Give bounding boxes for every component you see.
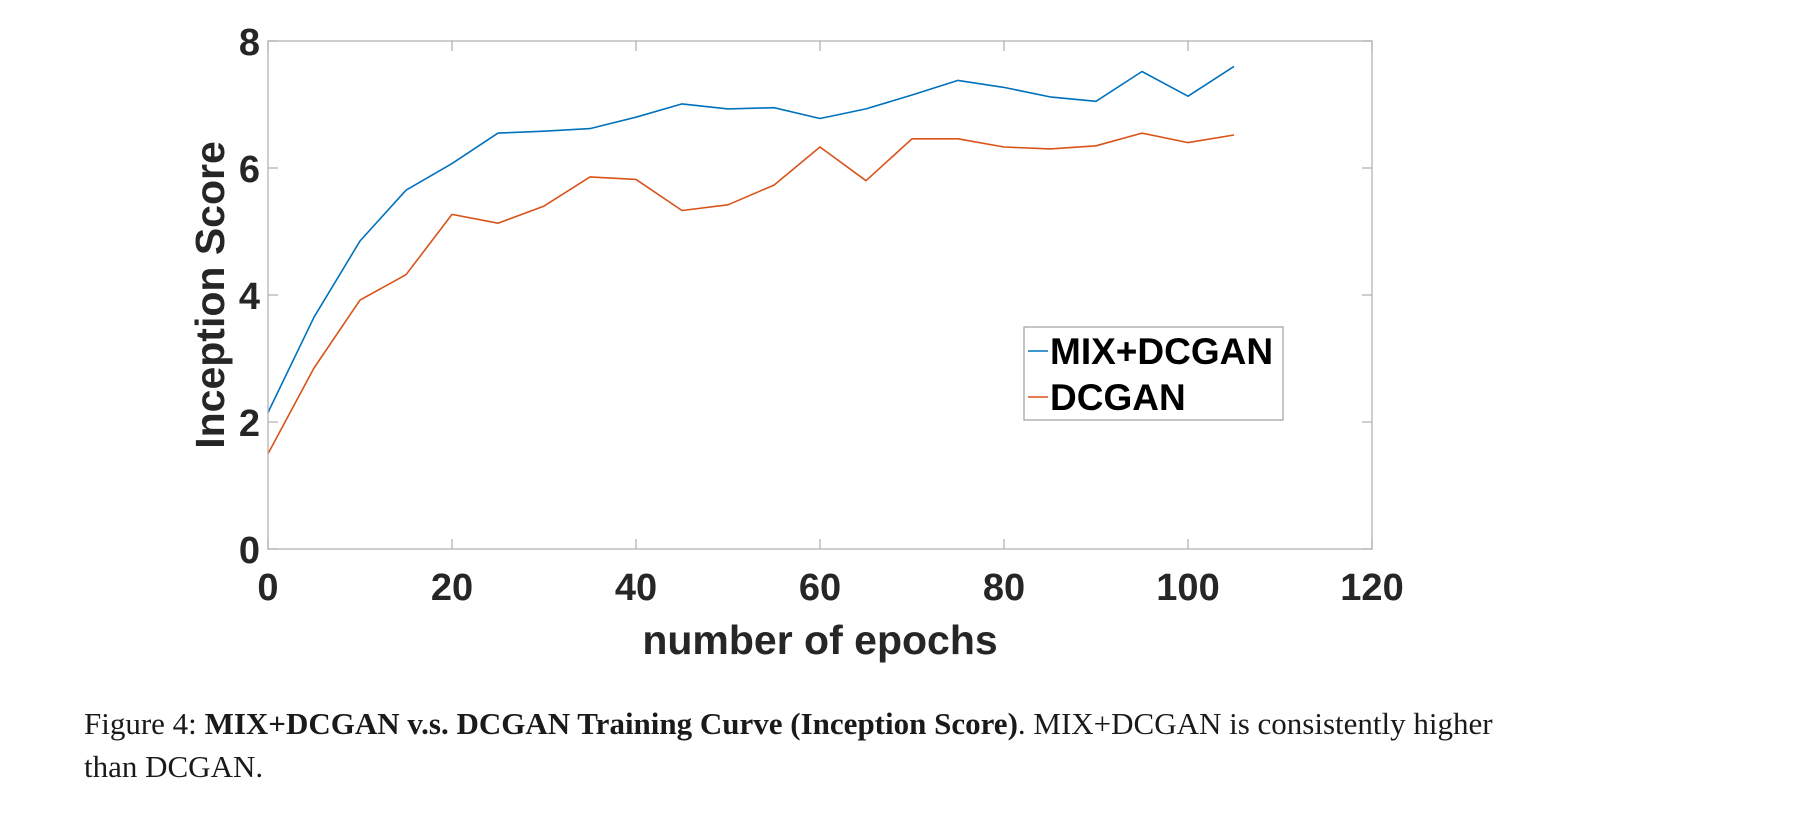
x-tick-label: 120 bbox=[1340, 567, 1403, 609]
chart: 0 20 40 60 80 100 120 0 2 4 6 8 number of epochs I… bbox=[187, 22, 1404, 663]
series-lines bbox=[267, 65, 1235, 455]
y-tick-label: 2 bbox=[239, 403, 260, 445]
y-tick-label: 4 bbox=[239, 276, 260, 318]
plot-frame bbox=[267, 40, 1373, 550]
caption-title: MIX+DCGAN v.s. DCGAN Training Curve (Inc… bbox=[204, 706, 1018, 741]
legend-entry: DCGAN bbox=[1050, 377, 1186, 418]
legend-box bbox=[1023, 326, 1284, 421]
axis-ticks bbox=[267, 40, 1373, 550]
x-tick-label: 60 bbox=[799, 567, 841, 609]
y-tick-label: 6 bbox=[239, 149, 260, 191]
y-tick-label: 0 bbox=[239, 530, 260, 572]
caption-text: MIX+DCGAN is consistently higher than DC… bbox=[84, 706, 1493, 784]
caption-prefix: Figure 4: bbox=[84, 706, 197, 741]
x-tick-label: 0 bbox=[257, 567, 278, 609]
x-axis-label: number of epochs bbox=[642, 617, 997, 663]
y-axis-label: Inception Score bbox=[187, 141, 233, 449]
series-line-mix-dcgan bbox=[267, 65, 1235, 413]
x-tick-label: 80 bbox=[983, 567, 1025, 609]
series-line-dcgan bbox=[267, 132, 1235, 455]
figure-caption: Figure 4: MIX+DCGAN v.s. DCGAN Training … bbox=[84, 702, 1524, 788]
x-tick-label: 20 bbox=[431, 567, 473, 609]
x-tick-label: 40 bbox=[615, 567, 657, 609]
caption-separator: . bbox=[1017, 706, 1034, 741]
y-tick-label: 8 bbox=[239, 22, 260, 64]
x-tick-labels: 0 20 40 60 80 100 120 bbox=[257, 567, 1403, 609]
legend-entry: MIX+DCGAN bbox=[1050, 331, 1273, 372]
x-tick-label: 100 bbox=[1156, 567, 1219, 609]
legend: MIX+DCGAN DCGAN bbox=[1023, 326, 1284, 421]
y-tick-labels: 0 2 4 6 8 bbox=[239, 22, 260, 572]
